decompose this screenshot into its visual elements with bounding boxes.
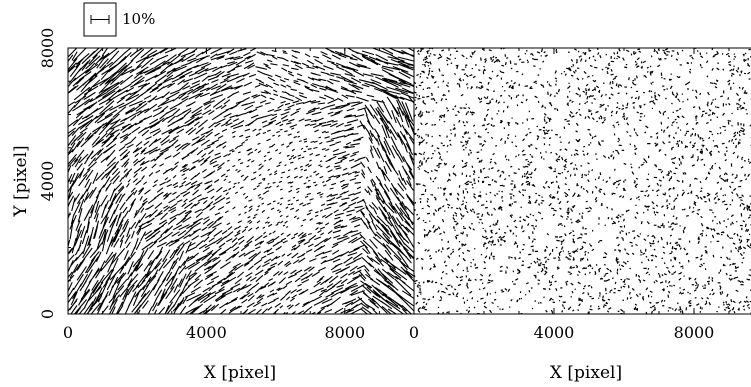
left-whisker-field bbox=[68, 48, 414, 314]
left-x-axis-label: X [pixel] bbox=[204, 363, 276, 383]
scale-bar-legend: 10% bbox=[83, 2, 155, 37]
scale-bar-box bbox=[83, 2, 117, 37]
right-x-tick-label-1: 4000 bbox=[534, 323, 575, 342]
left-panel: 0 4000 8000 0 4000 8000 X [pixel] Y [pixel] bbox=[11, 28, 415, 383]
scale-bar-label: 10% bbox=[122, 10, 155, 28]
right-x-tick-label-0: 0 bbox=[409, 323, 419, 342]
left-y-tick-label-0: 0 bbox=[38, 309, 57, 319]
right-panel-frame bbox=[413, 47, 751, 315]
right-panel: 0 4000 8000 X [pixel] bbox=[409, 47, 751, 383]
left-y-axis-label: Y [pixel] bbox=[11, 145, 31, 217]
left-y-tick-label-2: 8000 bbox=[38, 28, 57, 69]
right-whiskers bbox=[414, 48, 751, 314]
left-x-tick-label-2: 8000 bbox=[324, 323, 365, 342]
left-y-tick-label-1: 4000 bbox=[38, 161, 57, 202]
left-x-axis: 0 4000 8000 bbox=[63, 48, 415, 342]
right-x-axis-label: X [pixel] bbox=[550, 363, 622, 383]
right-x-axis: 0 4000 8000 bbox=[409, 48, 730, 342]
left-whiskers bbox=[68, 48, 414, 314]
right-x-tick-label-2: 8000 bbox=[674, 323, 715, 342]
left-y-axis: 0 4000 8000 bbox=[38, 28, 74, 319]
right-whisker-field bbox=[414, 48, 751, 314]
left-x-tick-label-1: 4000 bbox=[186, 323, 227, 342]
left-x-tick-label-0: 0 bbox=[63, 323, 73, 342]
